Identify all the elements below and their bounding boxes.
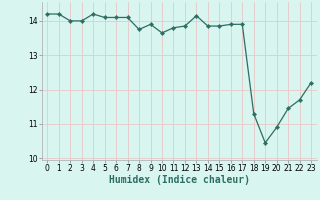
X-axis label: Humidex (Indice chaleur): Humidex (Indice chaleur) — [109, 175, 250, 185]
